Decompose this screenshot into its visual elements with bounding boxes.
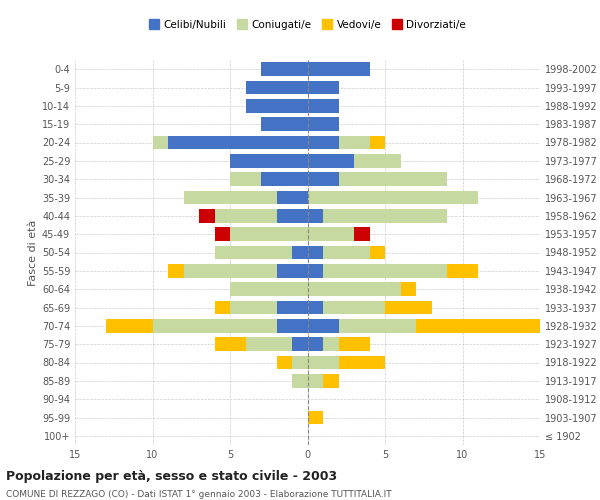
Bar xyxy=(230,228,308,241)
Bar xyxy=(447,264,478,278)
Bar xyxy=(308,118,338,131)
Bar xyxy=(308,374,323,388)
Y-axis label: Fasce di età: Fasce di età xyxy=(28,220,38,286)
Text: COMUNE DI REZZAGO (CO) - Dati ISTAT 1° gennaio 2003 - Elaborazione TUTTITALIA.IT: COMUNE DI REZZAGO (CO) - Dati ISTAT 1° g… xyxy=(6,490,392,499)
Bar xyxy=(308,319,338,332)
Bar xyxy=(277,190,308,204)
Bar xyxy=(215,338,245,351)
Bar xyxy=(338,172,447,186)
Bar xyxy=(308,300,323,314)
Bar xyxy=(292,246,308,260)
Bar xyxy=(308,172,338,186)
Text: Popolazione per età, sesso e stato civile - 2003: Popolazione per età, sesso e stato civil… xyxy=(6,470,337,483)
Bar xyxy=(338,338,370,351)
Bar xyxy=(277,356,292,370)
Bar xyxy=(401,282,416,296)
Bar xyxy=(323,264,447,278)
Bar xyxy=(308,338,323,351)
Bar xyxy=(308,62,370,76)
Bar xyxy=(338,136,370,149)
Bar xyxy=(261,172,308,186)
Bar xyxy=(323,338,338,351)
Bar xyxy=(308,246,323,260)
Bar xyxy=(292,356,308,370)
Bar xyxy=(354,228,370,241)
Bar xyxy=(308,99,338,112)
Bar xyxy=(215,300,230,314)
Bar xyxy=(308,228,354,241)
Bar xyxy=(245,99,308,112)
Bar xyxy=(338,319,416,332)
Bar xyxy=(416,319,540,332)
Bar xyxy=(106,319,152,332)
Bar xyxy=(292,338,308,351)
Bar xyxy=(370,246,385,260)
Bar xyxy=(184,190,277,204)
Bar xyxy=(308,356,338,370)
Bar xyxy=(308,410,323,424)
Bar xyxy=(308,136,338,149)
Bar xyxy=(245,338,292,351)
Bar xyxy=(230,282,308,296)
Bar xyxy=(277,300,308,314)
Bar xyxy=(215,228,230,241)
Bar xyxy=(245,80,308,94)
Bar xyxy=(308,154,354,168)
Bar xyxy=(230,300,277,314)
Bar xyxy=(385,300,431,314)
Bar xyxy=(215,209,277,222)
Legend: Celibi/Nubili, Coniugati/e, Vedovi/e, Divorziati/e: Celibi/Nubili, Coniugati/e, Vedovi/e, Di… xyxy=(145,15,470,34)
Bar xyxy=(308,282,401,296)
Bar xyxy=(199,209,215,222)
Bar xyxy=(184,264,277,278)
Bar xyxy=(308,209,323,222)
Bar xyxy=(152,319,277,332)
Bar xyxy=(261,118,308,131)
Bar xyxy=(308,80,338,94)
Bar xyxy=(338,356,385,370)
Bar xyxy=(277,264,308,278)
Bar xyxy=(215,246,292,260)
Bar xyxy=(277,319,308,332)
Bar xyxy=(308,190,478,204)
Bar xyxy=(323,246,370,260)
Bar xyxy=(230,154,308,168)
Bar xyxy=(308,264,323,278)
Bar xyxy=(277,209,308,222)
Bar xyxy=(261,62,308,76)
Bar xyxy=(323,300,385,314)
Bar xyxy=(323,374,338,388)
Bar xyxy=(168,136,308,149)
Bar xyxy=(354,154,401,168)
Bar xyxy=(168,264,184,278)
Bar xyxy=(323,209,447,222)
Bar xyxy=(152,136,168,149)
Bar xyxy=(230,172,261,186)
Bar xyxy=(370,136,385,149)
Bar xyxy=(292,374,308,388)
